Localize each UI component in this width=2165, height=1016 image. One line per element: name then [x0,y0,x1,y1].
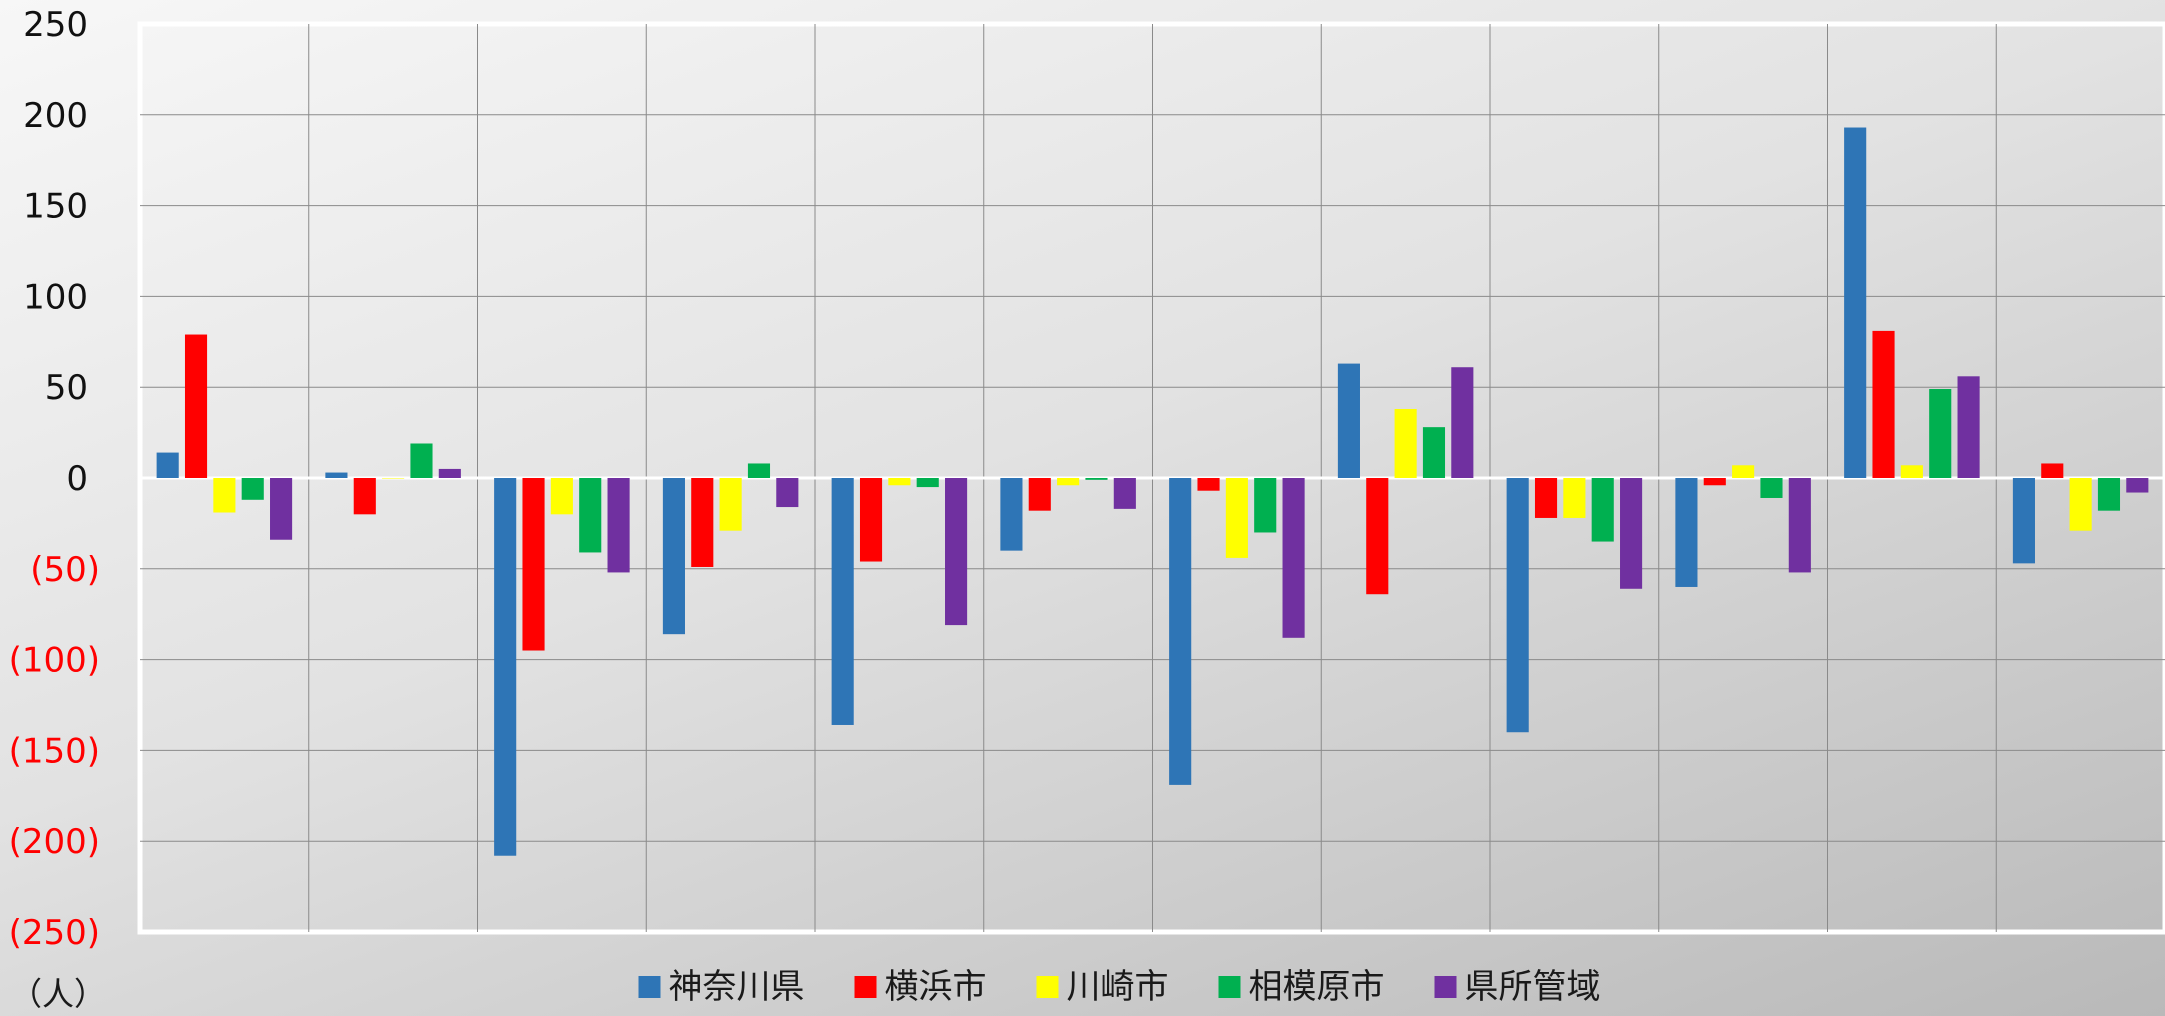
bar-1-10 [1675,478,1698,587]
bar-3-12 [2069,478,2092,531]
bar-4-12 [2097,478,2121,511]
legend-swatch-1 [638,976,661,998]
bar-5-6 [1113,478,1136,509]
y-tick-label: (150) [9,731,100,771]
y-tick-label: (50) [30,550,100,590]
bar-5-8 [1451,367,1474,478]
bar-2-7 [1197,478,1220,491]
bar-1-5 [831,478,854,725]
legend-label-4: 相模原市 [1249,967,1385,1007]
bar-3-6 [1057,478,1080,486]
legend-label-3: 川崎市 [1067,967,1169,1007]
legend: 神奈川県 横浜市 川崎市 相模原市 県所管域 [638,967,1601,1007]
legend-swatch-4 [1218,976,1241,998]
legend-label-2: 横浜市 [885,967,987,1007]
bar-2-10 [1703,478,1726,486]
bar-5-1 [270,478,293,540]
bar-4-5 [916,478,939,488]
bar-1-1 [156,452,179,478]
y-axis-unit-label: （人） [10,975,106,1013]
bar-1-11 [1844,127,1867,479]
bar-1-9 [1506,478,1529,733]
bar-3-7 [1225,478,1248,558]
bar-2-6 [1028,478,1051,511]
bar-2-12 [2041,463,2064,478]
bar-2-2 [353,478,376,515]
bar-3-5 [888,478,911,486]
bar-4-7 [1254,478,1277,533]
legend-label-5: 県所管域 [1465,967,1601,1007]
bar-2-1 [184,334,208,478]
bar-5-7 [1282,478,1305,638]
legend-swatch-2 [854,976,877,998]
bar-4-11 [1929,389,1952,478]
y-tick-label: (250) [9,913,100,953]
bar-2-11 [1872,330,1895,478]
bar-1-2 [325,472,348,478]
bar-4-1 [241,478,264,500]
bar-4-8 [1422,427,1446,478]
legend-swatch-3 [1036,976,1059,998]
y-tick-label: 50 [45,368,88,408]
y-tick-label: 100 [23,277,88,317]
bar-3-1 [213,478,236,513]
bar-2-4 [691,478,714,567]
bar-2-3 [522,478,545,651]
bar-5-10 [1788,478,1811,573]
bar-5-2 [438,468,461,478]
bar-4-6 [1085,478,1108,480]
bar-1-12 [2012,478,2035,564]
y-tick-label: 200 [23,96,88,136]
bar-3-3 [550,478,573,515]
bar-1-4 [662,478,685,635]
bar-5-12 [2126,478,2149,493]
y-tick-label: 0 [66,459,88,499]
bar-2-8 [1366,478,1389,595]
bar-5-3 [607,478,630,573]
bar-5-11 [1957,376,1980,478]
bar-3-2 [382,478,405,479]
bar-3-8 [1394,408,1417,478]
bar-1-8 [1337,363,1360,478]
bar-1-6 [1000,478,1023,551]
bar-2-9 [1534,478,1558,518]
legend-swatch-5 [1434,976,1457,998]
bar-1-7 [1169,478,1192,785]
bar-4-9 [1591,478,1614,542]
y-tick-label: 250 [23,5,88,45]
y-tick-label: (100) [9,641,100,681]
bar-2-5 [859,478,883,562]
bar-4-2 [410,443,433,478]
bar-3-11 [1900,465,1923,478]
bar-3-9 [1563,478,1586,518]
bar-3-4 [719,478,742,531]
legend-label-1: 神奈川県 [669,967,805,1007]
bars [156,127,2149,856]
bar-5-5 [945,478,968,626]
gridlines [140,24,2165,932]
bar-3-10 [1732,465,1755,478]
bar-1-3 [494,478,517,856]
y-tick-label: (200) [9,822,100,862]
bar-5-4 [776,478,799,508]
bar-4-3 [579,478,602,553]
bar-4-4 [747,463,771,478]
bar-5-9 [1620,478,1643,589]
bar-4-10 [1760,478,1783,498]
y-axis-ticks: 250 200 150 100 50 0 (50) (100) (150) (200) (250) [9,5,100,953]
y-tick-label: 150 [23,187,88,227]
